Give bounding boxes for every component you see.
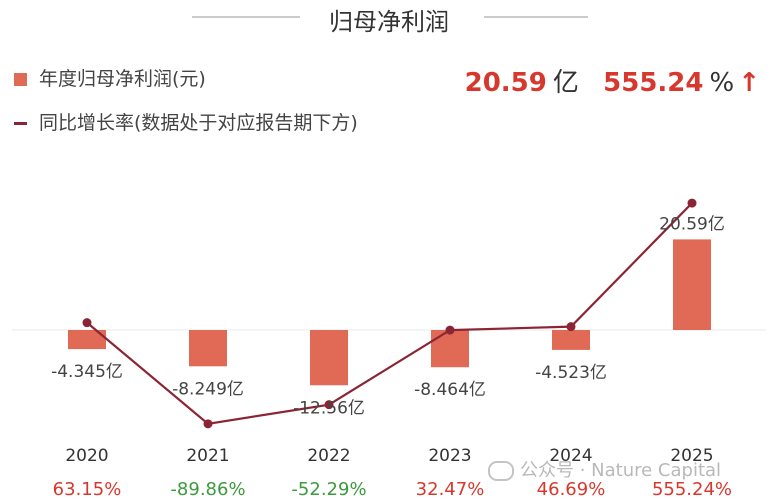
growth-rate-label: 555.24% <box>652 479 732 500</box>
bar <box>68 330 106 350</box>
x-tick-label: 2024 <box>549 446 592 466</box>
bar-data-label: -8.464亿 <box>414 380 486 400</box>
headline-value-unit: 亿 <box>552 68 579 98</box>
bar <box>673 239 711 330</box>
bar <box>552 330 590 350</box>
growth-line <box>86 202 693 425</box>
bar <box>310 330 348 386</box>
headline-growth-unit: % <box>709 68 735 98</box>
bar-data-label: -8.249亿 <box>172 379 244 399</box>
growth-point <box>566 322 576 332</box>
growth-point <box>203 419 213 429</box>
x-tick-label: 2020 <box>65 446 108 466</box>
watermark: 公众号 · Nature Capital <box>488 456 721 482</box>
growth-rate-label: 32.47% <box>416 479 485 500</box>
legend-bar-label: 年度归母净利润(元) <box>39 68 206 90</box>
bar-data-label: -12.56亿 <box>293 398 365 418</box>
legend-item-bar: 年度归母净利润(元) <box>14 64 206 91</box>
headline-value: 20.59 <box>464 68 547 98</box>
headline-stats: 20.59 亿 555.24% ↑ <box>465 62 760 99</box>
growth-rate-label: -52.29% <box>291 479 366 500</box>
growth-point <box>687 198 697 208</box>
growth-rate-label: 63.15% <box>53 479 122 500</box>
legend-line-swatch <box>14 122 27 125</box>
x-tick-label: 2025 <box>670 446 713 466</box>
bar-data-label: -4.345亿 <box>51 362 123 382</box>
title-area: 归母净利润 <box>0 0 778 36</box>
chart-title: 归母净利润 <box>329 8 449 36</box>
growth-point <box>445 325 455 335</box>
bar-data-label: 20.59亿 <box>659 214 725 234</box>
legend-item-line: 同比增长率(数据处于对应报告期下方) <box>14 108 358 135</box>
legend-line-label: 同比增长率(数据处于对应报告期下方) <box>39 112 358 134</box>
growth-point <box>324 400 334 410</box>
x-tick-label: 2021 <box>186 446 229 466</box>
growth-rate-label: -89.86% <box>170 479 245 500</box>
x-tick-label: 2023 <box>428 446 471 466</box>
bar <box>189 330 227 367</box>
bar-data-label: -4.523亿 <box>535 363 607 383</box>
headline-growth: 555.24 <box>603 68 704 98</box>
legend-bar-swatch <box>14 73 27 86</box>
growth-point <box>82 318 92 328</box>
growth-rate-label: 46.69% <box>537 479 606 500</box>
x-tick-label: 2022 <box>307 446 350 466</box>
up-arrow-icon: ↑ <box>738 68 760 98</box>
title-rule-left <box>192 16 300 18</box>
bar <box>431 330 469 368</box>
wechat-icon <box>488 461 514 481</box>
title-rule-right <box>484 16 588 18</box>
watermark-text: 公众号 · Nature Capital <box>520 460 722 481</box>
